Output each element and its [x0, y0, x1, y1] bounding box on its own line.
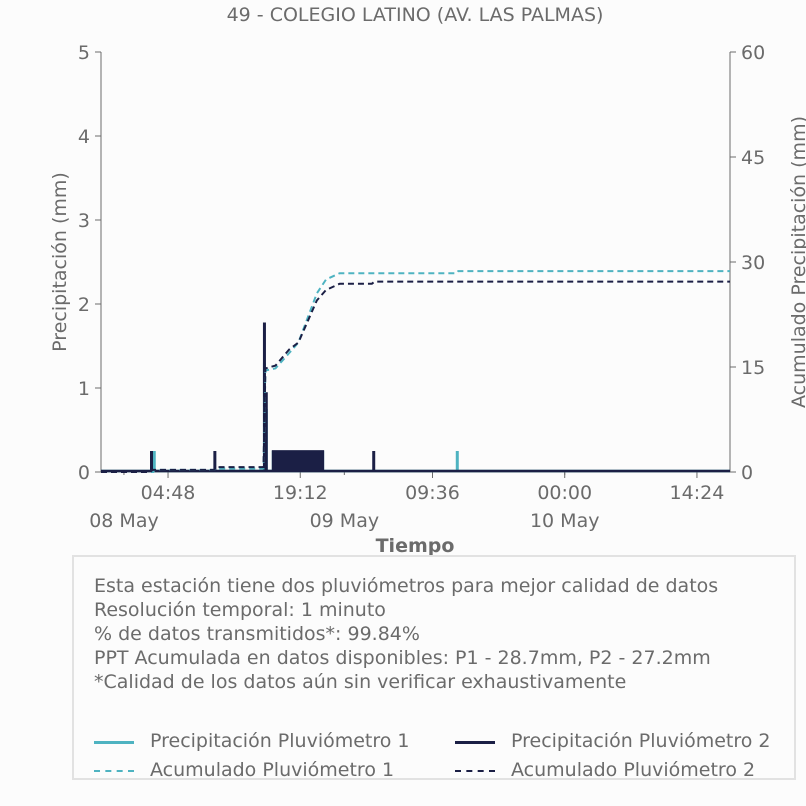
y-left-tick-label: 4 — [78, 126, 90, 148]
y-right-tick-label: 0 — [741, 462, 753, 484]
legend-swatch-a1 — [94, 770, 134, 772]
legend-swatch-a2 — [455, 770, 495, 772]
info-line-resolution: Resolución temporal: 1 minuto — [94, 599, 386, 621]
legend-label-p2: Precipitación Pluviómetro 2 — [511, 730, 771, 752]
y-left-tick-label: 2 — [78, 294, 90, 316]
x-tick-label: 04:48 — [141, 482, 196, 504]
y-left-tick-label: 5 — [78, 42, 90, 64]
x-date-label: 08 May — [89, 510, 159, 532]
y-axis-right-label: Acumulado Precipitación (mm) — [788, 116, 806, 408]
y-left-tick-label: 3 — [78, 210, 90, 232]
y-right-tick-label: 15 — [741, 357, 765, 379]
info-box: Esta estación tiene dos pluviómetros par… — [72, 555, 796, 782]
y-right-tick-label: 60 — [741, 42, 765, 64]
legend-swatch-p1 — [94, 741, 134, 744]
legend-item-p2: Precipitación Pluviómetro 2 — [455, 730, 785, 753]
series-line-acumulado-pluvi-metro-1 — [101, 270, 730, 473]
chart-title: 49 - COLEGIO LATINO (AV. LAS PALMAS) — [227, 4, 604, 26]
legend-label-a2: Acumulado Pluviómetro 2 — [511, 759, 756, 781]
x-tick-label: 14:24 — [670, 482, 725, 504]
legend-label-a1: Acumulado Pluviómetro 1 — [150, 759, 395, 781]
x-tick-label: 09:36 — [405, 482, 460, 504]
info-line-quality: *Calidad de los datos aún sin verificar … — [94, 671, 627, 693]
info-line-stations: Esta estación tiene dos pluviómetros par… — [94, 575, 719, 597]
y-right-tick-label: 30 — [741, 252, 765, 274]
info-line-transmitted: % de datos transmitidos*: 99.84% — [94, 623, 420, 645]
legend-item-a1: Acumulado Pluviómetro 1 — [94, 759, 414, 782]
series-line-acumulado-pluvi-metro-2 — [101, 280, 730, 473]
chart-marks — [101, 270, 730, 473]
x-tick-label: 19:12 — [273, 482, 328, 504]
y-axis-left-label: Precipitación (mm) — [49, 172, 71, 352]
legend-swatch-p2 — [455, 741, 495, 744]
info-line-accumulated: PPT Acumulada en datos disponibles: P1 -… — [94, 647, 711, 669]
x-date-label: 09 May — [310, 510, 380, 532]
y-right-tick-label: 45 — [741, 147, 765, 169]
y-left-tick-label: 1 — [78, 378, 90, 400]
legend-item-a2: Acumulado Pluviómetro 2 — [455, 759, 785, 782]
y-left-tick-label: 0 — [78, 462, 90, 484]
x-axis-label: Tiempo — [376, 535, 455, 557]
series-band-precipitaci-n-pluvi-metro-2 — [271, 450, 325, 472]
legend-label-p1: Precipitación Pluviómetro 1 — [150, 730, 410, 752]
legend-item-p1: Precipitación Pluviómetro 1 — [94, 730, 414, 753]
x-tick-label: 00:00 — [537, 482, 592, 504]
x-date-label: 10 May — [530, 510, 600, 532]
